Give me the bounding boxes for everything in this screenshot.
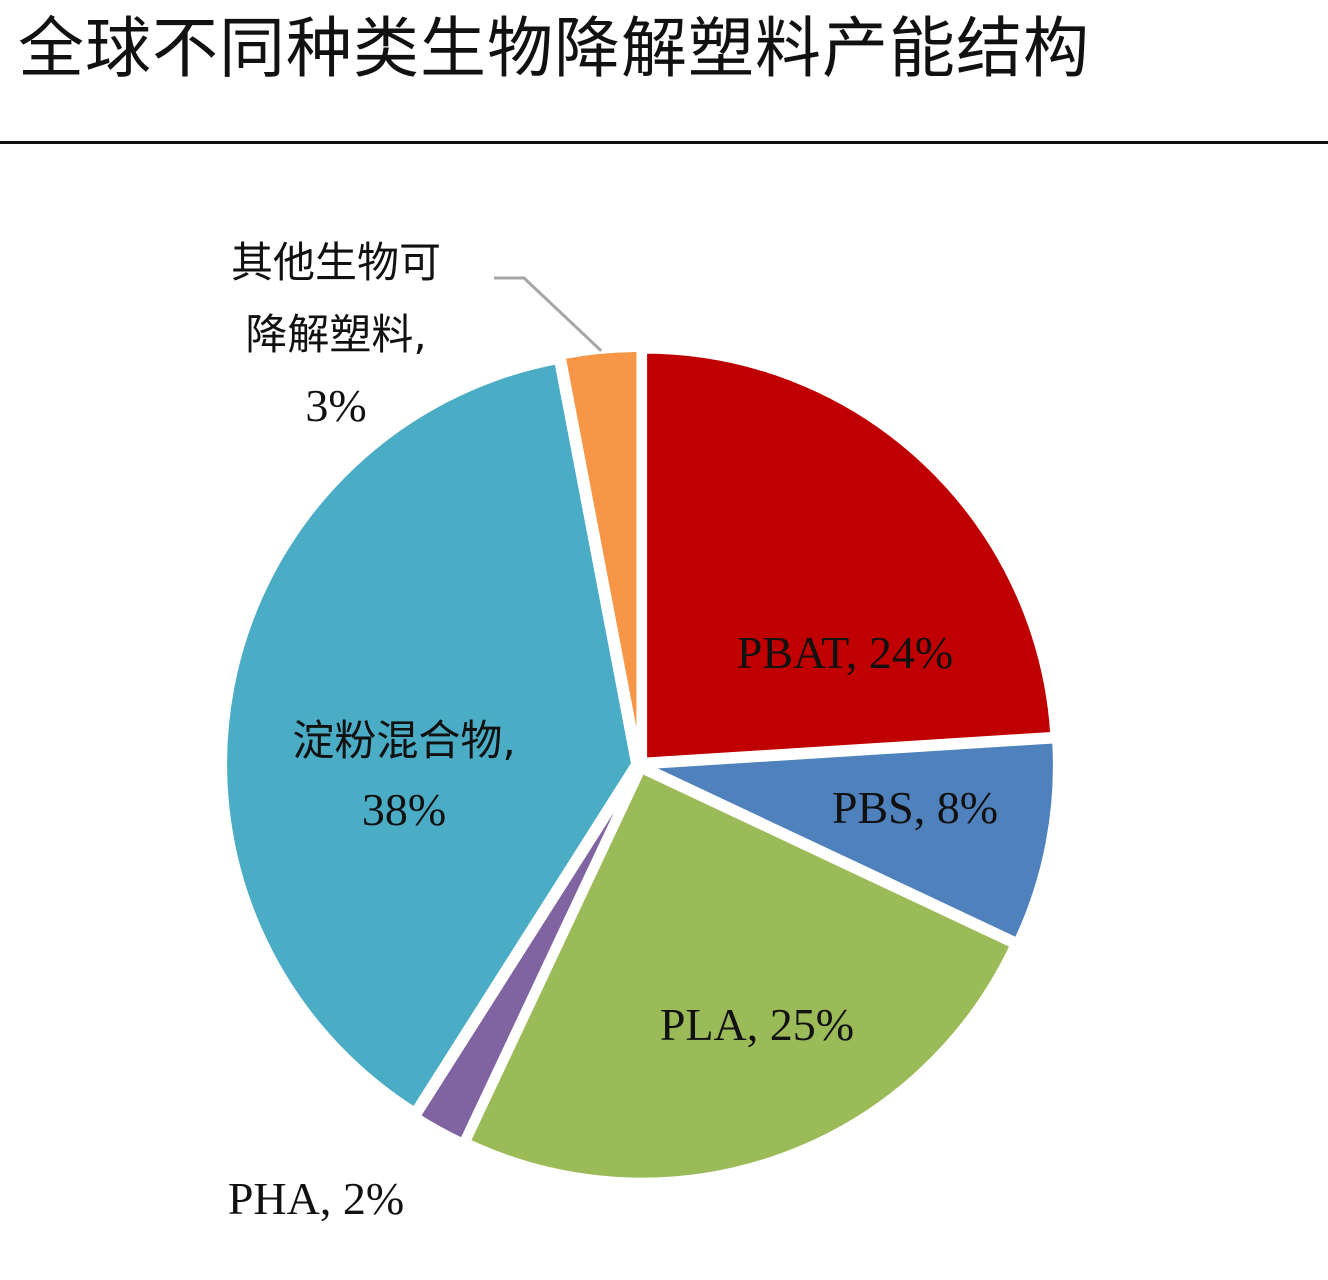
data-label-1-line-1: PBAT, 24% xyxy=(737,627,953,678)
chart-title: 全球不同种类生物降解塑料产能结构 xyxy=(18,10,1090,87)
pie-slice-1 xyxy=(641,347,1057,764)
data-label-5-line-2: 38% xyxy=(362,784,446,835)
data-label-6-line-3: 3% xyxy=(305,380,366,431)
pie-slice-3 xyxy=(464,767,1017,1184)
data-label-6-line-2: 降解塑料, xyxy=(245,310,426,359)
data-label-3-line-1: PLA, 25% xyxy=(660,999,854,1050)
pie-slices xyxy=(221,346,1059,1184)
pie-slice-4 xyxy=(414,767,641,1145)
data-label-6-line-1: 其他生物可 xyxy=(231,238,441,287)
data-labels: PBAT, 24% PBS, 8% PLA, 25% PHA, 2% 淀粉混合物, 38%… xyxy=(228,238,998,1224)
data-label-2-line-1: PBS, 8% xyxy=(832,782,998,833)
data-label-5-line-1: 淀粉混合物, xyxy=(292,716,515,765)
leader-line xyxy=(494,276,603,352)
pie-slice-5 xyxy=(221,358,638,1114)
pie-slice-2 xyxy=(642,737,1059,944)
data-label-4-line-1: PHA, 2% xyxy=(228,1173,404,1224)
title-divider xyxy=(0,141,1328,144)
